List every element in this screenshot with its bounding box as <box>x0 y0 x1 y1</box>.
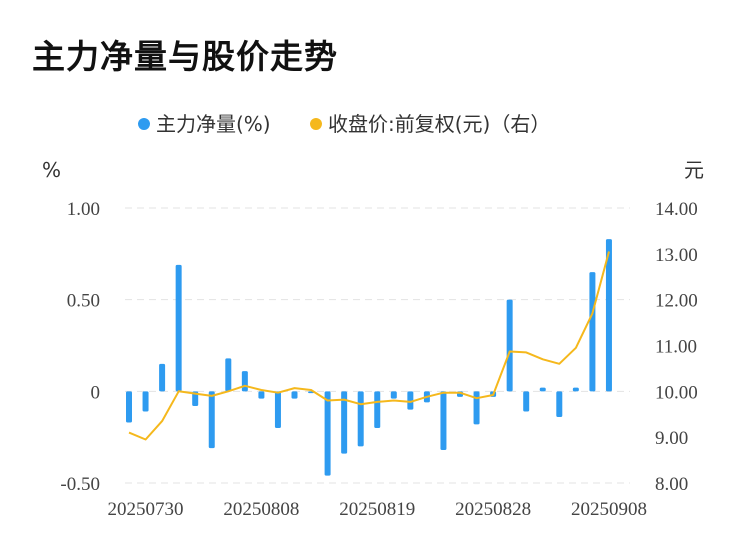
left-tick-label: 1.00 <box>67 199 100 220</box>
bar <box>407 391 414 410</box>
bar <box>192 391 199 406</box>
right-tick-label: 8.00 <box>655 474 688 495</box>
bar <box>175 264 182 392</box>
legend: 主力净量(%) 收盘价:前复权(元)（右） <box>138 112 550 136</box>
bar <box>208 391 215 449</box>
legend-bar-marker <box>138 118 150 130</box>
left-tick-label: 0 <box>91 382 101 403</box>
x-tick-label: 20250908 <box>571 499 647 520</box>
net-volume-bars <box>126 239 612 476</box>
x-tick-label: 20250730 <box>108 499 184 520</box>
bar <box>159 363 166 392</box>
bar <box>126 391 132 423</box>
bar <box>274 391 281 428</box>
bar <box>258 391 265 399</box>
right-axis-ticks: 14.00 13.00 12.00 11.00 10.00 9.00 8.00 <box>655 199 698 495</box>
left-axis-ticks: 1.00 0.50 0 -0.50 <box>60 199 100 495</box>
bar <box>506 299 513 392</box>
bar <box>440 391 447 450</box>
legend-bar-label: 主力净量(%) <box>156 112 271 136</box>
close-price-series-line <box>128 251 610 441</box>
left-tick-label: 0.50 <box>67 291 100 312</box>
bar <box>473 391 480 425</box>
right-tick-label: 10.00 <box>655 382 698 403</box>
bar <box>291 391 298 399</box>
bar <box>142 391 149 412</box>
gridlines <box>125 207 630 484</box>
bar <box>324 391 331 476</box>
bar <box>539 387 546 392</box>
right-tick-label: 12.00 <box>655 291 698 312</box>
bar <box>589 272 596 392</box>
bar <box>341 391 348 454</box>
right-tick-label: 14.00 <box>655 199 698 220</box>
left-axis-unit: % <box>42 158 61 182</box>
chart-title: 主力净量与股价走势 <box>32 37 338 76</box>
x-axis-ticks: 20250730 20250808 20250819 20250828 20250908 <box>108 499 647 520</box>
x-tick-label: 20250808 <box>223 499 299 520</box>
x-tick-label: 20250819 <box>339 499 415 520</box>
right-tick-label: 11.00 <box>655 337 697 358</box>
close-price-line <box>128 251 610 441</box>
left-tick-label: -0.50 <box>60 474 100 495</box>
bar <box>556 391 563 417</box>
bar <box>572 387 579 392</box>
bar <box>374 391 381 428</box>
bar <box>390 391 397 399</box>
bar <box>357 391 364 447</box>
right-tick-label: 9.00 <box>655 428 688 449</box>
legend-line-label: 收盘价:前复权(元)（右） <box>328 112 550 136</box>
x-tick-label: 20250828 <box>455 499 531 520</box>
right-axis-unit: 元 <box>684 158 704 182</box>
legend-line-marker <box>310 118 322 130</box>
bar <box>225 358 232 392</box>
bar <box>241 371 248 392</box>
right-tick-label: 13.00 <box>655 245 698 266</box>
bar <box>523 391 530 412</box>
bar <box>605 239 612 392</box>
